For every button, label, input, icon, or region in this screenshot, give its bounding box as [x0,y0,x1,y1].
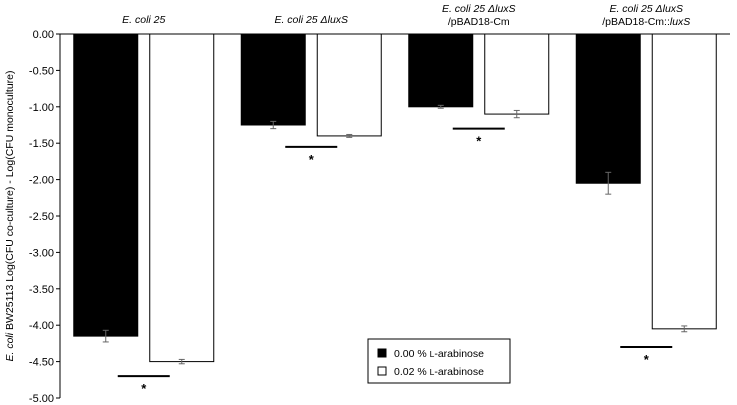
category-label-run-0: /pBAD18-Cm:: [602,16,670,28]
category-label: E. coli 25 ΔluxS [609,3,683,15]
bars [60,33,730,363]
y-axis-label-run-1: BW25113 Log(CFU co-culture) - Log(CFU mo… [4,71,16,333]
legend-box [367,338,511,384]
y-axis-label: E. coli BW25113 Log(CFU co-culture) - Lo… [4,71,16,362]
y-tick-label: -2.50 [29,211,54,223]
bar [316,33,382,137]
y-tick-label: -1.00 [29,102,54,114]
y-tick-label: 0.00 [33,29,54,41]
legend-label-run-0: 0.00 % [394,348,430,360]
bar [575,33,641,184]
y-tick-label: -4.50 [29,357,54,369]
bar [408,33,474,108]
legend-label-run-2: -arabinose [434,366,484,378]
legend-label-run-2: -arabinose [434,348,484,360]
y-axis: 0.00 -0.50 -1.00 -1.50 -2.00 -2.50 -3.00 -3.50 -… [29,29,61,405]
y-axis-label-run-0: E. coli [4,332,16,361]
category-label-run-1: 25 Δ [471,3,496,15]
significance-star: * [309,152,315,167]
category-label-run-1: 25 Δ [303,14,328,26]
y-tick-label: -4.00 [29,320,54,332]
bar [240,33,306,126]
legend-label: 0.00 % L-arabinose [394,348,484,360]
y-tick-label: -5.00 [29,393,54,405]
category-label-run-0: E. coli [442,3,471,15]
category-label-run-1: 25 [151,14,166,26]
y-axis-label-group: E. coli BW25113 Log(CFU co-culture) - Lo… [4,71,16,362]
legend-label-run-1: L [430,367,435,377]
category-label: /pBAD18-Cm::luxS [602,16,690,28]
significance-star: * [141,381,147,396]
category-label-run-1: luxS [670,16,690,28]
category-label-run-2: luxS [328,14,348,26]
significance-star: * [644,352,650,367]
bar [651,33,717,330]
legend-swatch [377,348,387,358]
category-label-run-2: luxS [663,3,683,15]
legend-swatch [377,366,387,376]
y-tick-label: -3.50 [29,284,54,296]
legend-label-run-0: 0.02 % [394,366,430,378]
legend-label-run-1: L [430,349,435,359]
category-label: E. coli 25 ΔluxS [274,14,348,26]
y-tick-label: -0.50 [29,65,54,77]
category-label: /pBAD18-Cm [448,16,510,28]
error-bars [102,104,688,365]
bar [484,33,550,115]
category-label-run-0: E. coli [609,3,638,15]
category-label: E. coli 25 ΔluxS [442,3,516,15]
category-label-run-0: E. coli [122,14,151,26]
category-label-run-2: luxS [495,3,515,15]
y-tick-label: -1.50 [29,138,54,150]
significance-star: * [476,134,482,149]
category-label: E. coli 25 [122,14,165,26]
y-tick-label: -2.00 [29,175,54,187]
category-label-run-0: E. coli [274,14,303,26]
y-tick-label: -3.00 [29,247,54,259]
category-label-run-1: 25 Δ [638,3,663,15]
significance-markers: * * * * [117,127,673,396]
bar [149,33,215,363]
bar [73,33,139,337]
category-label-run-0: /pBAD18-Cm [448,16,510,28]
legend-label: 0.02 % L-arabinose [394,366,484,378]
